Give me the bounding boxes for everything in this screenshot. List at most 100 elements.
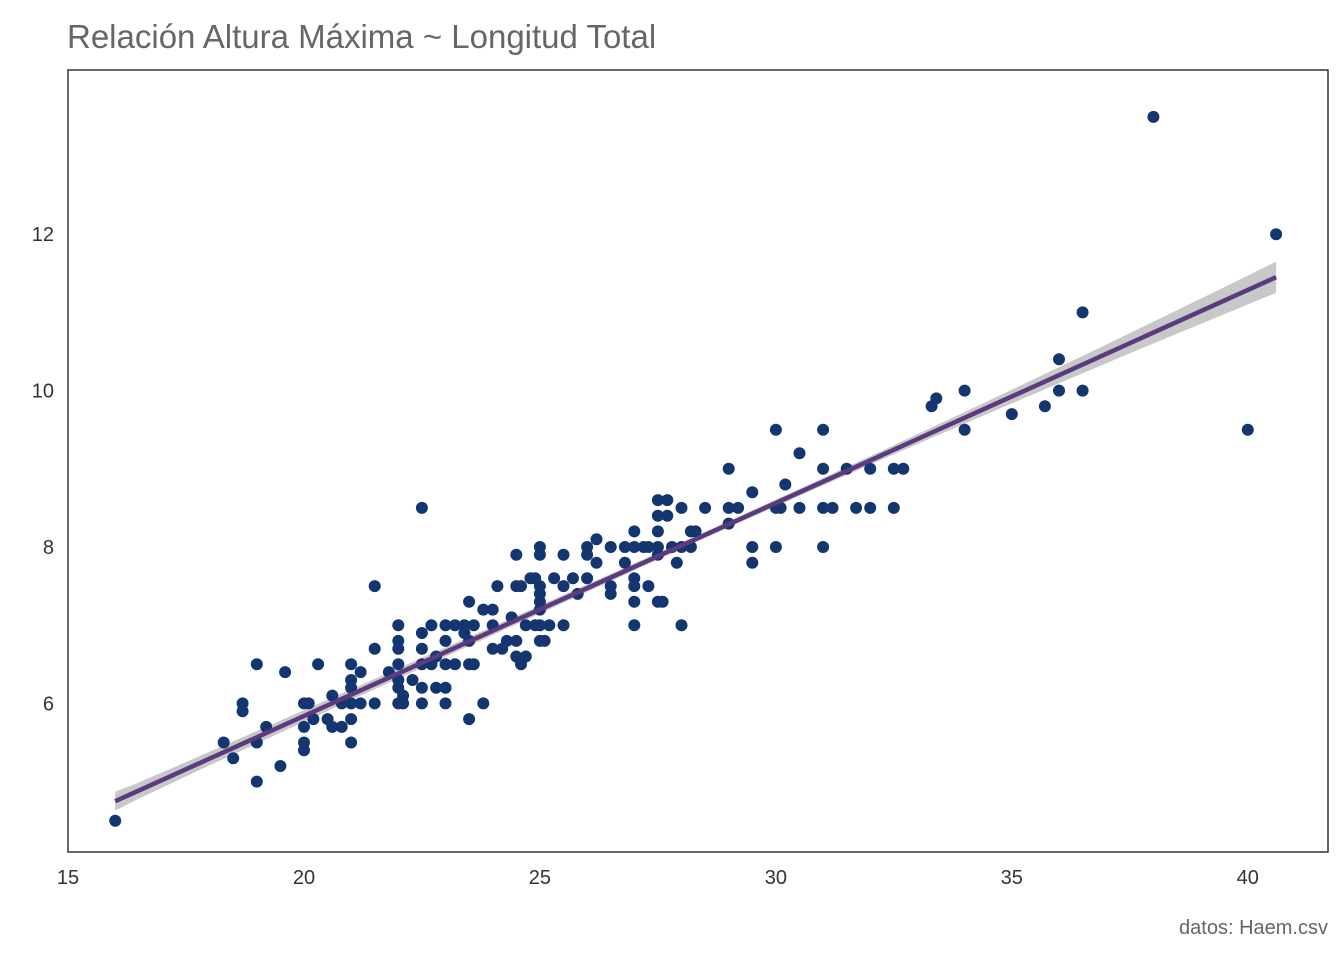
data-point-12 — [298, 720, 310, 733]
data-point-138 — [675, 619, 688, 632]
data-point-179 — [1147, 110, 1160, 123]
data-point-171 — [958, 384, 971, 397]
data-point-57 — [439, 658, 452, 671]
data-point-2 — [227, 752, 240, 765]
data-point-81 — [510, 634, 523, 647]
data-point-125 — [651, 494, 664, 507]
data-point-91 — [533, 548, 546, 561]
data-point-86 — [519, 650, 532, 663]
data-point-158 — [817, 462, 830, 475]
data-point-15 — [302, 697, 315, 710]
data-point-83 — [515, 580, 527, 593]
data-point-147 — [746, 486, 759, 499]
data-point-180 — [1241, 423, 1254, 436]
data-point-132 — [661, 494, 674, 507]
data-point-29 — [354, 666, 367, 679]
data-point-154 — [779, 478, 792, 491]
data-point-119 — [628, 580, 641, 593]
data-point-61 — [449, 658, 461, 671]
data-point-98 — [538, 634, 551, 647]
data-point-166 — [887, 462, 900, 475]
data-point-85 — [519, 619, 532, 632]
regression-line — [114, 275, 1278, 804]
data-point-176 — [1053, 384, 1065, 397]
data-point-67 — [463, 713, 476, 726]
data-point-142 — [699, 501, 712, 514]
data-point-64 — [463, 595, 476, 608]
data-point-173 — [1005, 408, 1018, 421]
data-point-71 — [477, 697, 490, 710]
data-point-9 — [274, 760, 287, 772]
fit-line-layer — [114, 275, 1278, 804]
y-tick-label-12: 12 — [32, 224, 54, 246]
data-point-19 — [326, 689, 339, 702]
data-point-37 — [392, 642, 405, 655]
data-point-27 — [345, 713, 358, 726]
data-point-159 — [817, 501, 830, 514]
data-point-31 — [368, 580, 381, 593]
x-tick-label-30: 30 — [765, 867, 787, 889]
data-point-22 — [335, 720, 348, 733]
chart-caption: datos: Haem.csv — [1179, 917, 1328, 939]
data-point-123 — [642, 541, 655, 553]
data-point-14 — [298, 744, 310, 757]
data-point-16 — [307, 713, 320, 726]
data-point-23 — [345, 658, 358, 671]
data-point-163 — [850, 501, 863, 514]
data-point-165 — [864, 501, 877, 514]
data-point-99 — [543, 619, 556, 632]
data-point-115 — [618, 556, 631, 569]
data-point-69 — [467, 658, 480, 671]
data-point-156 — [793, 501, 806, 514]
data-point-157 — [817, 423, 830, 436]
data-point-20 — [326, 720, 339, 733]
data-point-70 — [477, 603, 490, 616]
data-point-55 — [439, 619, 452, 632]
data-point-102 — [557, 580, 570, 593]
plot-panel-border — [67, 69, 1329, 853]
data-point-50 — [415, 697, 428, 710]
data-point-143 — [722, 462, 735, 475]
data-point-17 — [312, 658, 325, 671]
data-point-43 — [397, 697, 410, 710]
data-point-79 — [510, 548, 523, 561]
data-point-68 — [467, 619, 480, 632]
data-point-127 — [651, 525, 664, 538]
data-point-164 — [864, 462, 877, 475]
data-point-4 — [236, 705, 249, 718]
data-point-103 — [557, 619, 570, 632]
data-point-168 — [897, 462, 910, 475]
data-point-104 — [566, 572, 579, 585]
data-point-35 — [392, 619, 405, 632]
data-point-54 — [430, 681, 443, 694]
data-point-133 — [661, 509, 674, 522]
data-point-126 — [651, 509, 664, 522]
data-point-160 — [817, 541, 830, 553]
data-point-178 — [1076, 384, 1089, 397]
data-point-33 — [368, 697, 381, 710]
data-point-117 — [628, 541, 641, 553]
data-point-58 — [439, 681, 452, 694]
data-point-60 — [449, 619, 461, 632]
data-point-108 — [581, 572, 594, 585]
data-point-26 — [345, 697, 358, 710]
data-point-59 — [439, 697, 452, 710]
data-point-38 — [392, 658, 405, 671]
x-tick-label-20: 20 — [293, 867, 315, 889]
data-point-170 — [930, 392, 943, 405]
data-point-109 — [590, 533, 603, 546]
chart-title: Relación Altura Máxima ~ Longitud Total — [67, 18, 656, 55]
data-point-100 — [548, 572, 561, 585]
data-point-177 — [1076, 306, 1089, 319]
x-tick-label-35: 35 — [1001, 867, 1023, 889]
data-point-49 — [415, 681, 428, 694]
y-axis: 6 8 10 12 — [32, 224, 54, 715]
data-point-146 — [732, 501, 745, 514]
data-point-10 — [279, 666, 292, 679]
data-point-96 — [533, 619, 546, 632]
data-point-101 — [557, 548, 570, 561]
data-point-46 — [415, 627, 428, 639]
data-point-0 — [109, 814, 122, 827]
data-point-28 — [345, 736, 358, 749]
